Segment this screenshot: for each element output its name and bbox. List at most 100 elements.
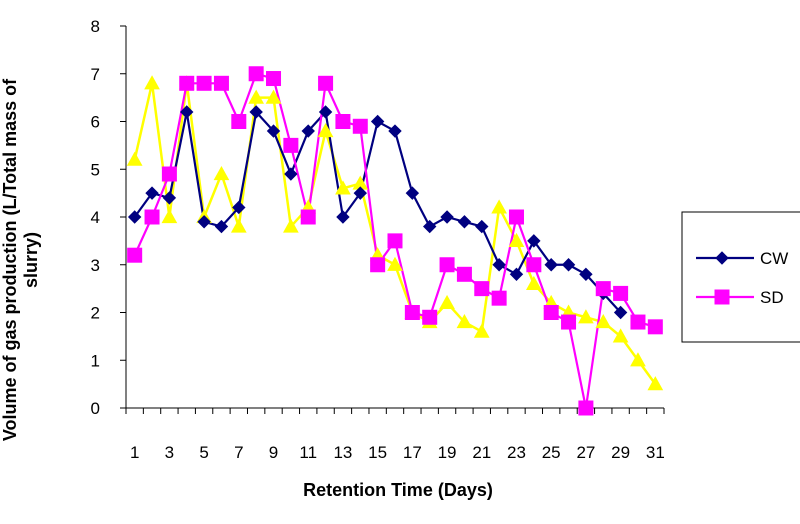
data-point-sd <box>266 71 282 87</box>
data-point-series3 <box>161 208 178 224</box>
data-point-sd <box>474 281 490 297</box>
x-tick-label: 27 <box>576 443 595 462</box>
y-tick-label: 1 <box>91 351 100 370</box>
x-tick-label: 31 <box>646 443 665 462</box>
data-point-sd <box>318 75 334 91</box>
data-point-cw <box>266 124 281 138</box>
data-point-sd <box>439 257 455 273</box>
data-point-cw <box>527 234 541 248</box>
data-point-cw <box>492 258 506 272</box>
data-point-sd <box>179 75 195 91</box>
y-axis-title-line1: Volume of gas production (L/Total mass o… <box>0 78 20 441</box>
x-tick-label: 7 <box>234 443 243 462</box>
data-point-sd <box>630 314 646 330</box>
data-point-sd <box>543 305 559 320</box>
legend-marker-sd <box>714 289 730 305</box>
data-point-cw <box>318 105 333 119</box>
data-point-sd <box>491 290 507 306</box>
x-tick-label: 11 <box>299 443 317 462</box>
data-point-series3 <box>248 89 265 104</box>
data-point-cw <box>249 105 263 119</box>
data-point-sd <box>404 305 420 320</box>
data-point-sd <box>613 285 629 301</box>
data-point-cw <box>613 305 628 320</box>
data-point-cw <box>214 219 229 234</box>
data-point-cw <box>232 200 246 215</box>
data-point-sd <box>127 247 143 263</box>
data-point-sd <box>578 400 594 416</box>
data-point-cw <box>440 210 454 224</box>
data-point-series3 <box>456 314 473 329</box>
data-point-sd <box>561 314 577 330</box>
legend-label-cw: CW <box>760 249 788 268</box>
y-tick-label: 4 <box>91 208 100 227</box>
y-axis-title: Volume of gas production (L/Total mass o… <box>0 78 41 441</box>
data-point-series3 <box>387 256 403 271</box>
data-point-series3 <box>578 309 594 324</box>
data-point-series3 <box>144 75 160 90</box>
data-point-sd <box>196 75 212 91</box>
data-point-cw <box>475 219 489 234</box>
data-point-series3 <box>473 323 490 338</box>
series-markers <box>126 66 664 416</box>
legend-box <box>681 211 800 343</box>
series-line-cw <box>133 110 622 314</box>
data-point-sd <box>370 257 386 273</box>
data-point-series3 <box>525 275 542 290</box>
data-point-sd <box>144 209 160 225</box>
data-point-sd <box>456 266 472 282</box>
data-point-sd <box>387 233 403 249</box>
x-tick-label: 3 <box>165 443 174 462</box>
data-point-sd <box>422 309 438 325</box>
data-point-cw <box>544 258 558 272</box>
data-point-cw <box>561 258 576 272</box>
data-point-sd <box>300 209 316 225</box>
data-point-cw <box>336 210 350 224</box>
x-tick-label: 13 <box>333 443 352 462</box>
data-point-sd <box>508 209 524 225</box>
y-tick-label: 2 <box>91 304 100 323</box>
data-point-series3 <box>317 123 334 138</box>
data-point-cw <box>405 186 420 200</box>
x-tick-label: 19 <box>438 443 457 462</box>
x-axis-title: Retention Time (Days) <box>303 480 493 500</box>
data-point-sd <box>526 257 542 273</box>
data-point-series3 <box>612 328 629 343</box>
x-tick-label: 15 <box>368 443 387 462</box>
data-point-cw <box>370 114 385 129</box>
data-point-series3 <box>491 199 507 214</box>
data-point-series3 <box>630 352 646 367</box>
data-point-cw <box>509 267 524 282</box>
data-point-series3 <box>126 151 143 166</box>
x-tick-label: 5 <box>199 443 208 462</box>
data-point-series3 <box>508 232 525 247</box>
data-point-sd <box>248 66 264 82</box>
x-tick-label: 17 <box>403 443 422 462</box>
data-point-series3 <box>335 180 351 195</box>
legend-label-sd: SD <box>760 288 784 307</box>
x-tick-label: 21 <box>472 443 491 462</box>
x-tick-label: 25 <box>542 443 561 462</box>
data-point-sd <box>283 137 299 153</box>
data-point-sd <box>647 319 663 335</box>
data-point-cw <box>457 215 472 229</box>
data-point-cw <box>579 267 593 282</box>
data-point-sd <box>213 75 229 91</box>
data-point-series3 <box>439 294 455 310</box>
data-point-sd <box>352 118 368 134</box>
data-point-cw <box>423 219 437 234</box>
data-point-series3 <box>595 314 612 329</box>
data-point-sd <box>595 281 611 297</box>
data-point-cw <box>180 105 194 119</box>
data-point-sd <box>231 114 247 129</box>
data-point-series3 <box>265 89 282 104</box>
data-point-series3 <box>213 165 230 181</box>
data-point-sd <box>161 166 177 182</box>
y-axis-title-line2: slurry) <box>21 232 41 288</box>
data-point-cw <box>197 215 211 229</box>
x-tick-label: 23 <box>507 443 526 462</box>
data-point-series3 <box>647 376 664 391</box>
data-point-cw <box>162 191 177 205</box>
x-tick-label: 29 <box>611 443 630 462</box>
